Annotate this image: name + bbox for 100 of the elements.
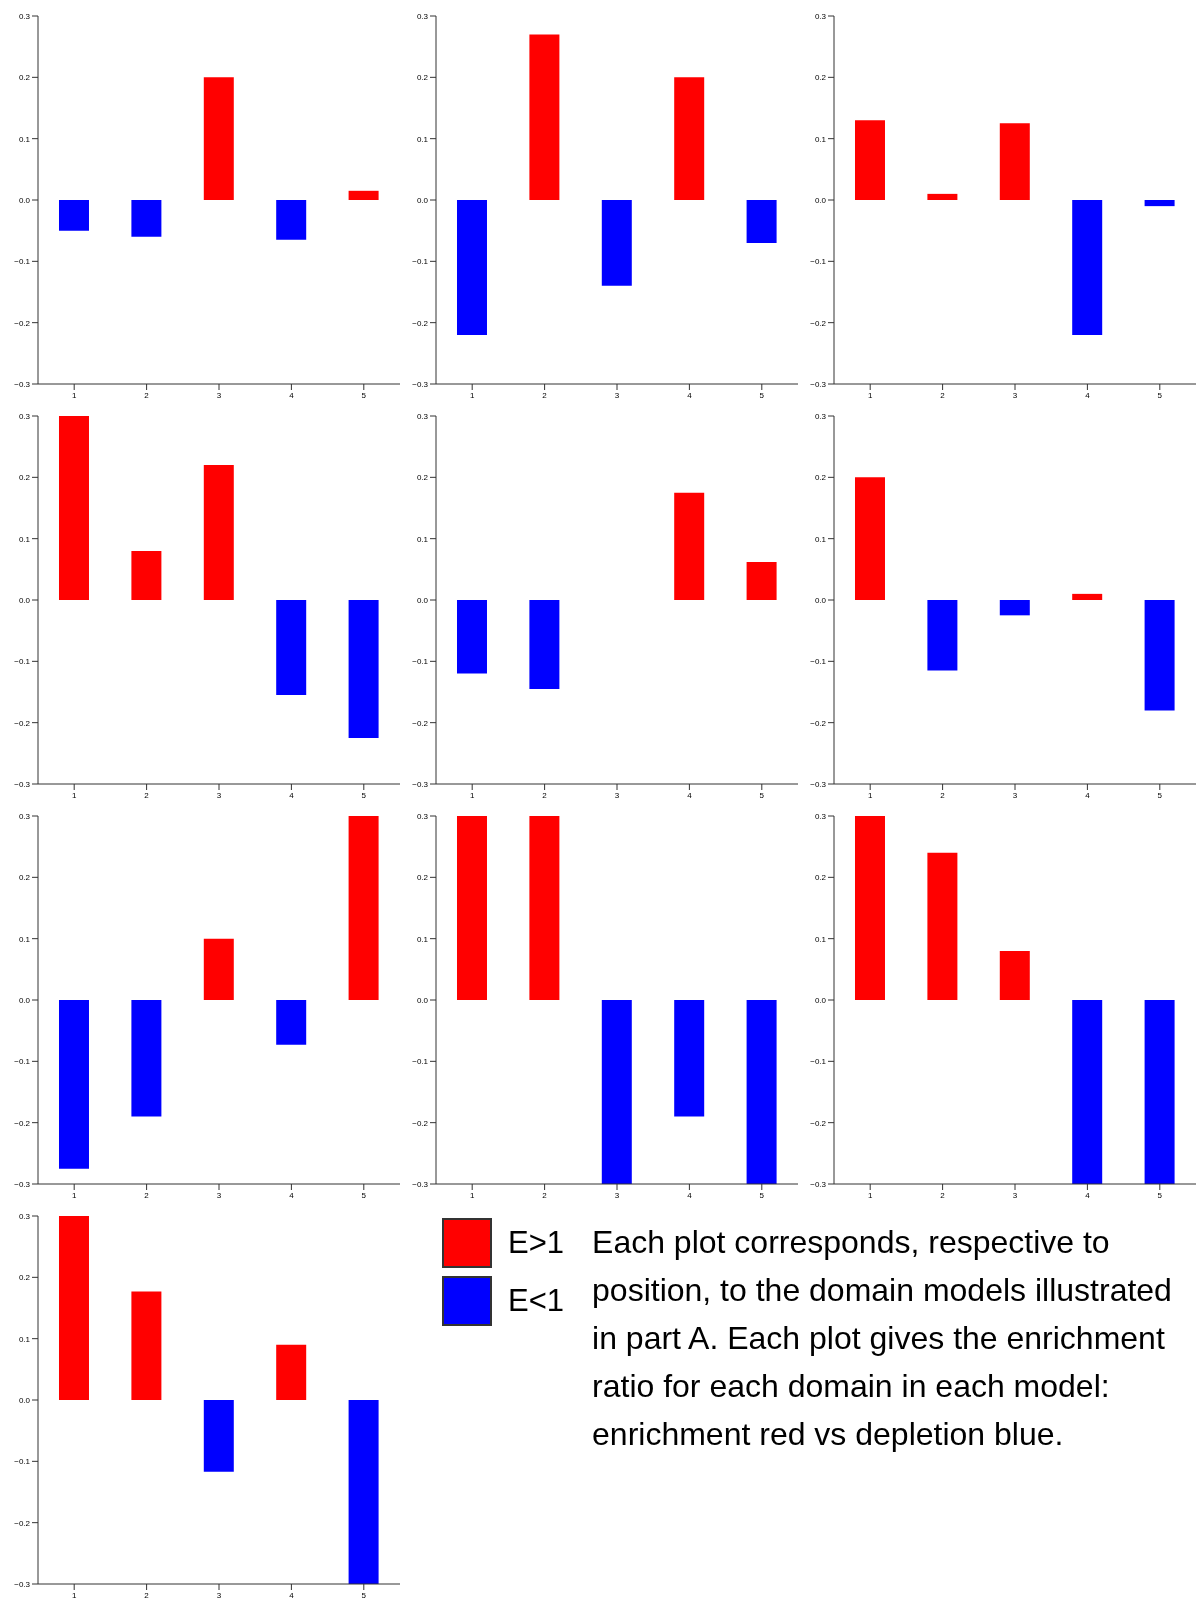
x-tick-label: 2 (542, 1190, 548, 1200)
y-tick-label: 0.3 (18, 1211, 31, 1221)
x-tick-label: 5 (1157, 1190, 1163, 1200)
bar (999, 123, 1030, 200)
y-tick-label: 0.0 (416, 995, 429, 1005)
bar (457, 600, 487, 674)
y-tick-label: −0.2 (14, 1518, 31, 1528)
x-tick-label: 5 (361, 1190, 367, 1200)
bar (746, 561, 777, 600)
y-tick-label: 0.2 (814, 73, 827, 83)
bar (674, 77, 705, 200)
y-tick-label: −0.3 (14, 779, 31, 789)
bar (59, 416, 89, 600)
bar (131, 200, 162, 237)
x-tick-label: 1 (867, 790, 873, 800)
x-tick-label: 5 (759, 1190, 765, 1200)
y-tick-label: −0.3 (14, 379, 31, 389)
y-tick-label: −0.2 (14, 318, 31, 328)
y-tick-label: −0.1 (14, 1057, 31, 1067)
x-tick-label: 5 (361, 1590, 367, 1600)
x-tick-label: 4 (289, 790, 295, 800)
x-tick-label: 2 (144, 790, 150, 800)
y-tick-label: −0.1 (412, 257, 429, 267)
y-tick-label: 0.2 (18, 873, 31, 883)
bar (131, 1291, 162, 1400)
y-tick-label: 0.1 (814, 134, 827, 144)
y-tick-label: −0.1 (810, 657, 827, 667)
x-tick-label: 5 (1157, 390, 1163, 400)
y-tick-label: 0.3 (814, 411, 827, 421)
bar (203, 77, 234, 200)
bar (1072, 593, 1103, 600)
y-tick-label: −0.3 (14, 1179, 31, 1189)
y-tick-label: 0.1 (814, 934, 827, 944)
y-tick-label: 0.2 (18, 1273, 31, 1283)
bar (1144, 600, 1175, 711)
bar (855, 477, 885, 600)
x-tick-label: 5 (1157, 790, 1163, 800)
y-tick-label: 0.0 (18, 1395, 31, 1405)
bar (927, 600, 958, 671)
legend-label: E<1 (508, 1283, 565, 1319)
y-tick-label: 0.0 (18, 995, 31, 1005)
y-tick-label: 0.0 (814, 195, 827, 205)
y-tick-label: 0.0 (18, 195, 31, 205)
bar (855, 120, 885, 200)
x-tick-label: 3 (614, 390, 620, 400)
y-tick-label: −0.2 (810, 718, 827, 728)
y-tick-label: 0.2 (416, 473, 429, 483)
x-tick-label: 2 (542, 790, 548, 800)
x-tick-label: 3 (614, 1190, 620, 1200)
y-tick-label: −0.1 (810, 257, 827, 267)
x-tick-label: 4 (1085, 1190, 1091, 1200)
bar (1072, 200, 1103, 335)
y-tick-label: 0.3 (416, 11, 429, 21)
bar (1144, 200, 1175, 207)
bar (348, 816, 379, 1000)
y-tick-label: 0.2 (18, 73, 31, 83)
y-tick-label: −0.1 (14, 657, 31, 667)
x-tick-label: 4 (1085, 390, 1091, 400)
x-tick-label: 5 (361, 790, 367, 800)
y-tick-label: 0.1 (814, 534, 827, 544)
bar (529, 600, 560, 689)
y-tick-label: 0.1 (18, 1334, 31, 1344)
y-tick-label: 0.2 (18, 473, 31, 483)
bar (927, 193, 958, 200)
bar (348, 1400, 379, 1584)
x-tick-label: 5 (759, 790, 765, 800)
x-tick-label: 3 (1012, 790, 1018, 800)
x-tick-label: 1 (469, 390, 475, 400)
x-tick-label: 2 (144, 390, 150, 400)
bar (927, 852, 958, 1000)
x-tick-label: 4 (289, 390, 295, 400)
x-tick-label: 3 (1012, 1190, 1018, 1200)
y-tick-label: −0.3 (412, 379, 429, 389)
bar (999, 600, 1030, 616)
x-tick-label: 1 (867, 1190, 873, 1200)
y-tick-label: 0.1 (18, 934, 31, 944)
y-tick-label: 0.0 (18, 595, 31, 605)
x-tick-label: 4 (687, 390, 693, 400)
y-tick-label: 0.3 (814, 811, 827, 821)
x-tick-label: 1 (71, 1590, 77, 1600)
bar (1144, 1000, 1175, 1184)
y-tick-label: 0.2 (416, 873, 429, 883)
y-tick-label: 0.0 (416, 595, 429, 605)
x-tick-label: 2 (542, 390, 548, 400)
bar (746, 200, 777, 243)
bar (1072, 1000, 1103, 1184)
y-tick-label: −0.3 (412, 779, 429, 789)
y-tick-label: −0.3 (412, 1179, 429, 1189)
y-tick-label: −0.1 (412, 657, 429, 667)
bar (276, 1344, 307, 1400)
x-tick-label: 3 (1012, 390, 1018, 400)
y-tick-label: −0.2 (412, 718, 429, 728)
bar (203, 465, 234, 600)
bar (457, 200, 487, 335)
bar (203, 1400, 234, 1472)
x-tick-label: 4 (289, 1590, 295, 1600)
bar (59, 1000, 89, 1169)
y-tick-label: 0.2 (416, 73, 429, 83)
y-tick-label: −0.3 (810, 379, 827, 389)
bar (674, 492, 705, 600)
